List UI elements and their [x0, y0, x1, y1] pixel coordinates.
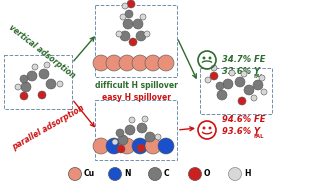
Text: FAL: FAL — [253, 133, 263, 139]
Circle shape — [216, 82, 224, 90]
Text: 34.7% FE: 34.7% FE — [222, 56, 265, 64]
Circle shape — [238, 97, 246, 105]
Circle shape — [209, 57, 211, 59]
Circle shape — [241, 71, 247, 77]
Circle shape — [133, 19, 143, 29]
Circle shape — [129, 38, 137, 46]
Circle shape — [229, 167, 241, 180]
Text: difficult H spillover: difficult H spillover — [94, 81, 177, 90]
Text: Cu: Cu — [84, 170, 95, 178]
Circle shape — [20, 92, 28, 100]
Circle shape — [251, 95, 257, 101]
Circle shape — [122, 3, 128, 9]
Circle shape — [44, 62, 50, 68]
Circle shape — [120, 31, 130, 41]
Text: 93.6% Y: 93.6% Y — [222, 128, 266, 136]
Circle shape — [106, 138, 122, 154]
FancyBboxPatch shape — [200, 68, 272, 114]
Circle shape — [137, 123, 147, 133]
Circle shape — [210, 72, 218, 80]
Circle shape — [116, 129, 124, 137]
Circle shape — [38, 91, 46, 99]
Circle shape — [244, 85, 254, 95]
Text: easy H spillover: easy H spillover — [101, 92, 171, 101]
Circle shape — [205, 77, 211, 83]
Circle shape — [93, 138, 109, 154]
Circle shape — [106, 55, 122, 71]
Circle shape — [123, 19, 133, 29]
Circle shape — [145, 138, 161, 154]
FancyBboxPatch shape — [95, 5, 177, 77]
Circle shape — [129, 117, 135, 123]
Circle shape — [137, 144, 145, 152]
Circle shape — [20, 75, 28, 83]
Circle shape — [259, 75, 265, 81]
Circle shape — [149, 167, 161, 180]
Circle shape — [158, 138, 174, 154]
Circle shape — [46, 79, 56, 89]
Circle shape — [132, 55, 148, 71]
Circle shape — [27, 71, 37, 81]
Text: H: H — [244, 170, 251, 178]
FancyBboxPatch shape — [4, 55, 72, 109]
Text: vertical adsorption: vertical adsorption — [7, 23, 77, 81]
Circle shape — [127, 0, 135, 8]
Circle shape — [136, 31, 146, 41]
Circle shape — [261, 89, 267, 95]
Circle shape — [93, 55, 109, 71]
FancyBboxPatch shape — [95, 100, 177, 160]
Circle shape — [189, 167, 201, 180]
Circle shape — [112, 139, 118, 145]
Circle shape — [158, 55, 174, 71]
Text: 94.6% FE: 94.6% FE — [222, 115, 265, 125]
Text: O: O — [204, 170, 211, 178]
Circle shape — [109, 167, 121, 180]
Circle shape — [57, 81, 63, 87]
Circle shape — [203, 127, 205, 129]
Circle shape — [145, 132, 155, 142]
Circle shape — [125, 10, 133, 18]
Text: 33.6% Y: 33.6% Y — [222, 67, 266, 77]
Text: N: N — [124, 170, 131, 178]
Circle shape — [132, 138, 148, 154]
Circle shape — [32, 64, 38, 70]
Circle shape — [209, 127, 211, 129]
Circle shape — [211, 65, 217, 71]
Circle shape — [120, 14, 126, 20]
Circle shape — [117, 145, 125, 153]
Text: C: C — [164, 170, 170, 178]
Circle shape — [119, 55, 135, 71]
Circle shape — [142, 116, 148, 122]
Circle shape — [118, 135, 128, 145]
Circle shape — [69, 167, 81, 180]
Circle shape — [217, 90, 227, 100]
Circle shape — [140, 14, 146, 20]
Circle shape — [144, 31, 150, 37]
Circle shape — [15, 84, 21, 90]
Circle shape — [203, 57, 205, 59]
Text: parallel adsorption: parallel adsorption — [10, 104, 86, 152]
Circle shape — [223, 79, 233, 89]
Circle shape — [119, 138, 135, 154]
Circle shape — [116, 31, 122, 37]
Text: FAL: FAL — [253, 74, 263, 78]
Circle shape — [235, 77, 245, 87]
Circle shape — [155, 134, 161, 140]
Circle shape — [253, 80, 263, 90]
Circle shape — [21, 82, 31, 92]
Circle shape — [145, 55, 161, 71]
Circle shape — [229, 70, 235, 76]
Circle shape — [39, 69, 49, 79]
Circle shape — [125, 125, 135, 135]
